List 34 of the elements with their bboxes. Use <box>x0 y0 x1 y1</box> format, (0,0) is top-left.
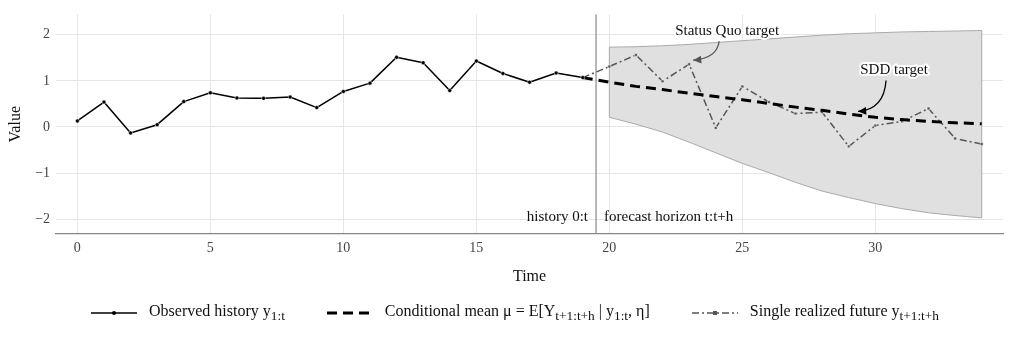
legend-label: Single realized future y$_{t+1:t+h}$ <box>749 302 939 325</box>
y-tick-label: −1 <box>35 164 51 180</box>
point <box>714 126 718 130</box>
legend-label: Observed history y$_{1:t}$ <box>149 302 285 325</box>
x-tick-label: 15 <box>469 240 484 256</box>
x-tick-label: 0 <box>73 240 81 256</box>
y-tick-label: 2 <box>43 26 51 42</box>
annotation: history 0:t <box>526 208 589 225</box>
point <box>660 79 665 83</box>
y-tick-label: 0 <box>43 118 51 134</box>
point <box>926 106 931 111</box>
point <box>793 111 798 116</box>
x-tick-label: 30 <box>868 240 883 256</box>
legend-label: Conditional mean μ = E[Y$_{t+1:t+h}$ | y$_{1:t}$, η] <box>384 302 650 325</box>
y-tick-label: 1 <box>43 72 51 88</box>
point <box>980 142 984 146</box>
x-tick-label: 25 <box>735 240 750 256</box>
point <box>687 62 691 66</box>
point <box>873 123 877 128</box>
y-tick-label: −2 <box>35 210 51 226</box>
point <box>847 144 851 149</box>
point <box>767 100 771 104</box>
y-axis-title: Value <box>5 105 23 143</box>
point <box>740 84 744 89</box>
point <box>953 136 957 141</box>
point <box>634 53 638 57</box>
x-axis-title: Time <box>512 266 547 284</box>
annotation: forecast horizon t:t+h <box>604 208 734 225</box>
point <box>607 64 612 69</box>
annotation: Status Quo target <box>675 22 780 39</box>
annotation: SDD target <box>860 61 929 78</box>
x-tick-label: 5 <box>206 240 214 256</box>
x-tick-label: 20 <box>602 240 617 256</box>
x-tick-label: 10 <box>336 240 351 256</box>
